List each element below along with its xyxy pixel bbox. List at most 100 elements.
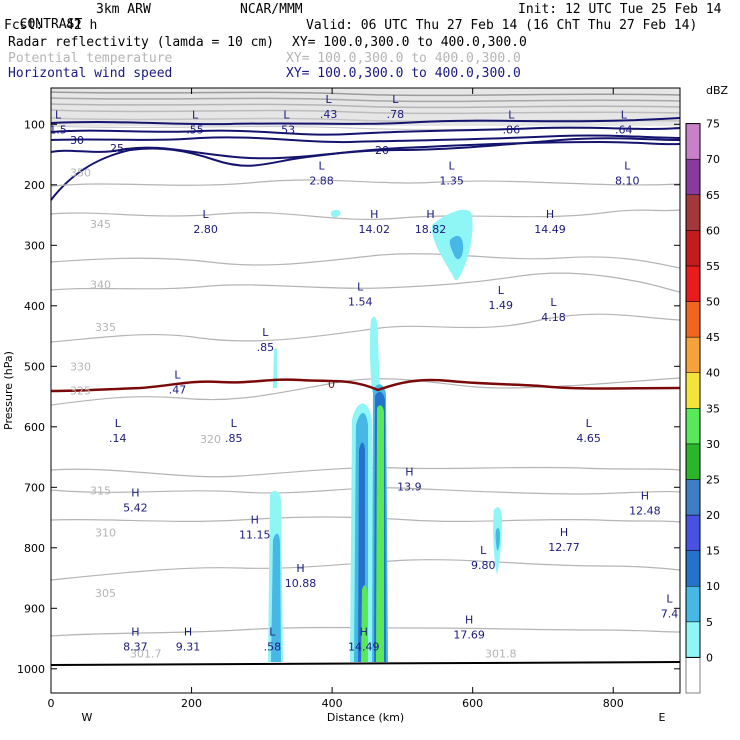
extremum-type: H: [184, 626, 192, 639]
extremum-type: H: [370, 208, 378, 221]
colorbar-swatch: [685, 230, 701, 267]
extremum-value: 10.88: [285, 577, 317, 590]
colorbar-label: 20: [706, 509, 720, 522]
extremum-value: 2.88: [309, 175, 334, 188]
extremum-type: H: [131, 486, 139, 499]
extremum-value: 7.4: [661, 607, 679, 620]
extremum-value: 2.80: [193, 223, 218, 236]
colorbar-label: 50: [706, 296, 720, 309]
wind-contour-label: 25: [110, 142, 124, 155]
extremum-value: 17.69: [453, 628, 485, 641]
theta-contour-label: 301.8: [485, 648, 517, 661]
extremum-value: 1.35: [439, 175, 464, 188]
y-tick-label: 500: [24, 360, 45, 373]
extremum-value: 1.54: [348, 296, 373, 309]
colorbar-label: 30: [706, 438, 720, 451]
colorbar-label: 75: [706, 118, 720, 131]
extremum-value: .86: [503, 123, 521, 136]
colorbar-swatch: [685, 657, 701, 694]
colorbar-swatch: [685, 265, 701, 302]
extremum-value: 8.10: [615, 175, 640, 188]
extremum-type: L: [203, 208, 210, 221]
zero-wind-line: [51, 378, 680, 393]
colorbar-swatch: [685, 408, 701, 445]
y-tick-label: 400: [24, 300, 45, 313]
y-tick-label: 100: [24, 118, 45, 131]
colorbar-label: 0: [706, 651, 713, 664]
extremum-type: H: [465, 613, 473, 626]
fcst-label: Fcst:: [4, 18, 44, 33]
x-tick-label: 400: [322, 697, 343, 710]
org-name: NCAR/MMM: [240, 2, 303, 17]
y-tick-label: 1000: [17, 663, 45, 676]
theta-contour-label: 305: [95, 587, 116, 600]
extremum-type: H: [405, 465, 413, 478]
extremum-value: .47: [169, 383, 187, 396]
extremum-value: 9.80: [471, 559, 496, 572]
theta-contour-label: 350: [70, 167, 91, 180]
x-tick-label: 0: [48, 697, 55, 710]
model-name: 3km ARW: [96, 2, 151, 17]
extremum-type: L: [319, 160, 326, 173]
extremum-value: 12.77: [548, 541, 580, 554]
extremum-value: .78: [387, 108, 405, 121]
title-line: CONTRAST: [4, 2, 83, 32]
wind-contour-label: 30: [70, 134, 84, 147]
theta-contour-label: 345: [90, 218, 111, 231]
extremum-type: L: [55, 108, 62, 121]
init-time: Init: 12 UTC Tue 25 Feb 14: [518, 2, 722, 17]
wind-contour-label: 0: [328, 378, 335, 391]
y-tick-label: 800: [24, 542, 45, 555]
extremum-type: L: [508, 108, 515, 121]
y-tick-label: 300: [24, 239, 45, 252]
y-tick-label: 900: [24, 602, 45, 615]
colorbar-swatch: [685, 301, 701, 338]
colorbar-unit: dBZ: [706, 84, 729, 97]
x-tick-label: 800: [603, 697, 624, 710]
field-xy-theta: XY= 100.0,300.0 to 400.0,300.0: [286, 51, 521, 66]
field-name-wind: Horizontal wind speed: [8, 66, 173, 81]
colorbar-label: 55: [706, 260, 720, 273]
reflectivity-fills: [268, 209, 502, 662]
x-axis-label: Distance (km): [327, 711, 404, 724]
extremum-value: 12.48: [629, 504, 661, 517]
extremum-value: 8.37: [123, 641, 148, 654]
extremum-type: L: [449, 160, 456, 173]
extremum-type: L: [392, 93, 399, 106]
y-axis-label: Pressure (hPa): [2, 351, 15, 430]
colorbar-swatch: [685, 585, 701, 623]
extremum-type: H: [296, 562, 304, 575]
extremum-value: 14.49: [534, 223, 566, 236]
colorbar-label: 40: [706, 367, 720, 380]
extremum-type: L: [550, 296, 557, 309]
extremum-value: 13.9: [397, 480, 422, 493]
wind-speed-contours: [51, 117, 680, 201]
wind-contour-label: 20: [375, 144, 389, 157]
extremum-value: .85: [257, 341, 275, 354]
extremum-type: L: [269, 626, 276, 639]
extremum-type: L: [357, 281, 364, 294]
colorbar-label: 70: [706, 153, 720, 166]
extremum-value: .64: [615, 123, 633, 136]
theta-contours: [51, 179, 680, 637]
theta-contour-label: 315: [90, 484, 111, 497]
extremum-value: 9.31: [176, 641, 201, 654]
extremum-type: L: [666, 592, 673, 605]
colorbar-swatch: [685, 621, 701, 658]
colorbar-label: 60: [706, 224, 720, 237]
extremum-value: .14: [109, 432, 127, 445]
colorbar-swatch: [685, 443, 701, 480]
extremum-value: 5.42: [123, 501, 148, 514]
colorbar-swatch: [685, 372, 701, 409]
field-name-theta: Potential temperature: [8, 51, 173, 66]
extremum-value: 18.82: [415, 223, 447, 236]
colorbar-swatch: [685, 336, 701, 373]
extremum-type: L: [586, 417, 593, 430]
colorbar-label: 65: [706, 189, 720, 202]
colorbar-swatch: [685, 550, 701, 587]
colorbar-label: 10: [706, 580, 720, 593]
colorbar-label: 35: [706, 402, 720, 415]
extremum-type: L: [498, 284, 505, 297]
extremum-value: .58: [264, 641, 282, 654]
